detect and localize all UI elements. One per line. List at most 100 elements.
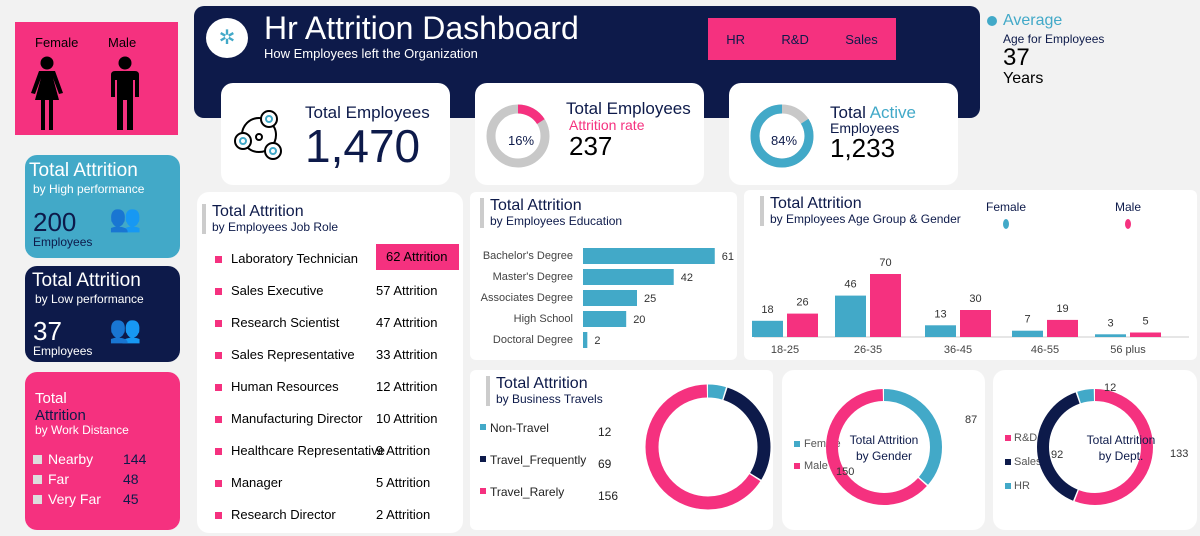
high-perf-unit: Employees	[33, 235, 93, 249]
total-employees-value: 1,470	[305, 120, 421, 172]
distance-value: 45	[123, 491, 139, 507]
travel-subtitle: by Business Travels	[496, 392, 603, 406]
sales-segment	[1037, 389, 1153, 505]
age-category-label: 26-35	[854, 344, 882, 356]
job-role-label: Laboratory Technician	[231, 251, 358, 266]
gender-panel: Female Male	[15, 22, 178, 135]
dashboard-title: Hr Attrition Dashboard	[264, 10, 579, 46]
job-role-value: 2 Attrition	[376, 507, 431, 522]
dept-button-sales[interactable]: Sales	[845, 31, 878, 47]
bar-value-label: 30	[969, 293, 981, 305]
bar-value-label: 18	[761, 304, 773, 316]
travel-legend-label: Travel_Rarely	[490, 485, 564, 499]
active-sublabel: Employees	[830, 120, 900, 136]
education-bar	[583, 248, 715, 264]
job-role-row: Manager 5 Attrition	[197, 474, 463, 498]
dept-center-title-line2: by Dept.	[1099, 449, 1144, 463]
low-perf-unit: Employees	[33, 344, 93, 358]
attrition-rate-percent: 16%	[508, 133, 535, 148]
active-label-active: Active	[869, 103, 917, 122]
distance-value: 144	[123, 451, 147, 467]
square-icon	[215, 352, 222, 359]
distance-label: Nearby	[48, 451, 94, 467]
average-label: Average	[1003, 12, 1063, 29]
male-label: Male	[108, 35, 137, 50]
female-label: Female	[35, 35, 79, 50]
job-role-row: Manufacturing Director 10 Attrition	[197, 410, 463, 434]
average-unit: Years	[1003, 70, 1044, 87]
job-role-value: 10 Attrition	[376, 411, 438, 426]
legend-marker	[1005, 459, 1011, 465]
business-travel-card: Total Attrition by Business Travels Non-…	[470, 370, 773, 530]
square-icon	[215, 320, 222, 327]
female-bar	[1012, 330, 1043, 337]
dept-button-hr[interactable]: HR	[726, 31, 745, 47]
education-value-label: 20	[633, 314, 645, 326]
female-icon	[31, 56, 63, 130]
age-category-label: 56 plus	[1110, 344, 1146, 356]
distance-title-2: Attrition	[35, 407, 86, 424]
square-icon	[215, 416, 222, 423]
dot-icon	[987, 16, 997, 26]
network-logo-icon: ✲	[206, 18, 248, 58]
dept-legend-label: HR	[1014, 480, 1030, 492]
education-category-label: Doctoral Degree	[493, 334, 573, 346]
average-sublabel: Age for Employees	[1003, 32, 1105, 46]
education-card: Total Attrition by Employees Education B…	[470, 192, 737, 360]
male-value-label: 150	[836, 466, 854, 478]
gender-center-title-line2: by Gender	[856, 449, 912, 463]
legend-marker	[480, 424, 486, 430]
job-role-row: Sales Representative 33 Attrition	[197, 346, 463, 370]
female-bar	[925, 325, 956, 337]
gender-center-title-line1: Total Attrition	[850, 433, 919, 447]
square-icon	[33, 495, 42, 504]
job-role-label: Healthcare Representative	[231, 443, 385, 458]
job-role-row: Sales Executive 57 Attrition	[197, 282, 463, 306]
attrition-rate-arc	[486, 104, 550, 168]
low-perf-value: 37	[33, 316, 62, 346]
active-arc	[750, 104, 814, 168]
square-icon	[215, 288, 222, 295]
attrition-sublabel: Attrition rate	[569, 117, 645, 133]
travel-frequently-segment	[645, 384, 771, 510]
square-icon	[215, 384, 222, 391]
education-category-label: Associates Degree	[481, 292, 573, 304]
job-role-label: Human Resources	[231, 379, 339, 394]
dept-chart: R&D Sales HR 133 92 12 Total Attrition by Dept.	[1005, 382, 1188, 505]
distance-item: Nearby 144	[33, 451, 173, 471]
job-role-row: Research Scientist 47 Attrition	[197, 314, 463, 338]
distance-value: 48	[123, 471, 139, 487]
active-percent: 84%	[771, 133, 798, 148]
active-employees-card: 84% Total Active Employees 1,233	[729, 83, 958, 185]
department-slicer: HR R&D Sales	[708, 18, 896, 60]
travel-title: Total Attrition	[496, 375, 588, 392]
legend-marker	[794, 441, 800, 447]
legend-marker	[1005, 483, 1011, 489]
education-category-label: High School	[514, 313, 573, 325]
legend-female-label: Female	[986, 200, 1026, 214]
female-bar	[1095, 334, 1126, 337]
attrition-rate-card: 16% Total Employees Attrition rate 237	[475, 83, 704, 185]
low-performance-card: Total Attrition by Low performance 37 Em…	[25, 266, 180, 362]
bar-value-label: 26	[796, 297, 808, 309]
education-value-label: 2	[594, 335, 600, 347]
high-perf-value: 200	[33, 207, 77, 237]
high-perf-subtitle: by High performance	[33, 182, 145, 196]
female-segment	[826, 389, 942, 505]
age-category-label: 36-45	[944, 344, 972, 356]
job-role-value: 47 Attrition	[376, 315, 438, 330]
square-icon	[215, 448, 222, 455]
male-bar	[1130, 332, 1161, 337]
gender-attrition-card: Female Male 87 150 Total Attrition by Gender	[782, 370, 985, 530]
legend-male-label: Male	[1115, 200, 1141, 214]
low-perf-title: Total Attrition	[32, 270, 141, 291]
work-distance-card: Total Attrition by Work Distance Nearby 1…	[25, 372, 180, 530]
education-bar	[583, 290, 637, 306]
travel-value-label: 156	[598, 489, 618, 503]
job-role-value: 12 Attrition	[376, 379, 438, 394]
square-icon	[215, 512, 222, 519]
job-role-card: Total Attrition by Employees Job Role La…	[197, 192, 463, 533]
age-gender-card: Total Attrition by Employees Age Group &…	[744, 190, 1197, 360]
dept-button-rd[interactable]: R&D	[781, 31, 809, 47]
bar-value-label: 5	[1142, 316, 1148, 328]
